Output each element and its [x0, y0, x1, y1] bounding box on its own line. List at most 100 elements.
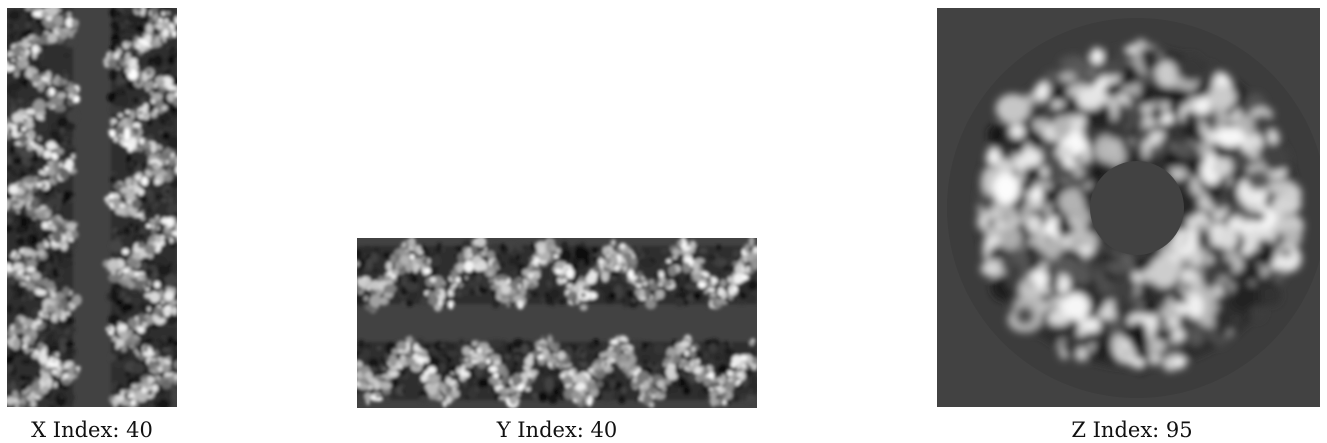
bright-speck: [133, 245, 139, 251]
dark-speck: [481, 281, 492, 289]
bright-speck: [645, 299, 657, 310]
dark-speck: [491, 298, 500, 309]
bright-speck: [19, 280, 23, 287]
dark-speck: [147, 119, 153, 126]
ring-speck: [1055, 145, 1073, 159]
bright-speck: [364, 303, 374, 312]
bright-speck: [148, 349, 153, 353]
dark-speck: [12, 157, 25, 165]
dark-speck: [494, 394, 500, 401]
bright-speck: [533, 266, 539, 271]
dark-speck: [357, 248, 362, 259]
bright-speck: [154, 234, 161, 242]
bright-speck: [56, 104, 66, 113]
dark-speck: [372, 268, 379, 273]
dark-speck: [115, 230, 126, 236]
dark-speck: [144, 269, 153, 276]
bright-speck: [505, 376, 511, 380]
bright-speck: [497, 388, 506, 394]
bright-speck: [445, 396, 452, 405]
dark-speck: [7, 210, 11, 217]
bright-speck: [147, 306, 151, 312]
dark-speck: [160, 399, 170, 407]
dark-speck: [135, 290, 141, 294]
dark-speck: [538, 391, 548, 402]
ring-speck: [995, 93, 1030, 124]
ring-speck: [1183, 110, 1199, 123]
ring-speck: [1260, 285, 1282, 306]
bright-speck: [420, 352, 428, 358]
bright-speck: [610, 339, 619, 345]
dark-speck: [707, 254, 717, 261]
dark-speck: [724, 347, 733, 356]
dark-speck: [44, 261, 53, 270]
dark-speck: [636, 252, 642, 257]
dark-speck: [168, 40, 175, 46]
dark-speck: [370, 252, 379, 263]
dark-speck: [171, 49, 177, 56]
bright-speck: [36, 176, 42, 184]
dark-speck: [713, 260, 719, 267]
dark-speck: [732, 249, 741, 259]
dark-speck: [521, 244, 531, 251]
bright-speck: [582, 285, 591, 292]
ring-speck: [1246, 169, 1271, 191]
bright-speck: [444, 386, 451, 394]
ring-speck: [1218, 227, 1239, 250]
ring-speck: [1248, 146, 1259, 161]
dark-speck: [19, 149, 34, 159]
dark-speck: [61, 273, 74, 286]
bright-speck: [13, 262, 23, 270]
dark-speck: [499, 243, 506, 252]
bright-speck: [383, 283, 397, 294]
bright-speck: [464, 260, 474, 273]
bright-speck: [511, 374, 523, 386]
bright-speck: [633, 366, 638, 371]
dark-speck: [164, 273, 177, 287]
bright-speck: [7, 396, 15, 406]
bright-speck: [709, 292, 717, 298]
dark-speck: [133, 224, 141, 233]
y-slice-image: [357, 238, 757, 408]
bright-speck: [132, 252, 141, 261]
bright-speck: [21, 186, 28, 192]
ring-speck: [1009, 124, 1025, 139]
dark-speck: [151, 28, 159, 36]
bright-speck: [35, 112, 42, 118]
bright-speck: [686, 253, 691, 258]
dark-speck: [116, 94, 129, 107]
bright-speck: [30, 75, 42, 83]
dark-speck: [68, 355, 73, 362]
bright-speck: [43, 149, 53, 159]
bright-speck: [135, 339, 140, 346]
bright-speck: [172, 300, 177, 305]
bright-speck: [719, 279, 727, 287]
dark-speck: [122, 302, 134, 312]
dark-speck: [357, 258, 366, 270]
dark-speck: [116, 383, 123, 391]
bright-speck: [20, 51, 25, 55]
bright-speck: [428, 297, 439, 306]
bright-speck: [413, 362, 421, 368]
bright-speck: [127, 317, 138, 328]
bright-speck: [124, 65, 128, 69]
bright-speck: [448, 289, 452, 295]
dark-speck: [66, 109, 79, 123]
bright-speck: [37, 347, 42, 353]
bright-speck: [452, 389, 460, 398]
bright-speck: [26, 403, 32, 407]
bright-speck: [162, 28, 170, 38]
dark-speck: [438, 362, 447, 373]
bright-speck: [720, 373, 727, 385]
ring-speck: [1257, 239, 1273, 251]
ring-speck: [1200, 204, 1211, 213]
bright-speck: [117, 323, 128, 332]
dark-speck: [630, 297, 638, 303]
dark-speck: [161, 198, 168, 203]
dark-speck: [513, 348, 522, 353]
dark-speck: [7, 286, 14, 299]
dark-speck: [129, 222, 134, 228]
bright-speck: [7, 267, 14, 272]
bright-speck: [464, 249, 471, 261]
bright-speck: [455, 277, 461, 283]
